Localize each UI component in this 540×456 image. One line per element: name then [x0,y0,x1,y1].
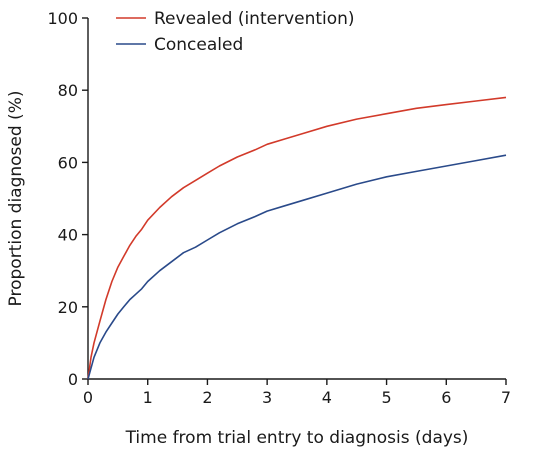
legend-label-2: Concealed [154,35,243,55]
y-tick-label: 100 [47,9,78,28]
y-ticks: 0 20 40 60 80 100 [47,9,88,389]
y-tick-label: 80 [58,81,78,100]
y-axis-title: Proportion diagnosed (%) [6,91,26,307]
x-tick-label: 1 [143,388,153,407]
y-tick-label: 60 [58,153,78,172]
y-tick-label: 0 [68,370,78,389]
legend: Revealed (intervention) Concealed [116,9,355,55]
y-tick-label: 20 [58,298,78,317]
legend-label-1: Revealed (intervention) [154,9,355,29]
x-axis-title: Time from trial entry to diagnosis (days… [125,428,469,448]
x-ticks: 0 1 2 3 4 5 6 7 [83,379,511,407]
series-line-2 [87,154,507,380]
x-tick-label: 3 [262,388,272,407]
series-group [87,96,507,380]
x-tick-label: 0 [83,388,93,407]
x-tick-label: 5 [381,388,391,407]
x-tick-label: 2 [202,388,212,407]
x-tick-label: 4 [322,388,332,407]
axes: 0 1 2 3 4 5 6 7 0 20 40 60 80 100 [47,9,511,407]
y-tick-label: 40 [58,226,78,245]
x-tick-label: 6 [441,388,451,407]
x-tick-label: 7 [501,388,511,407]
series-line-1 [87,96,507,380]
